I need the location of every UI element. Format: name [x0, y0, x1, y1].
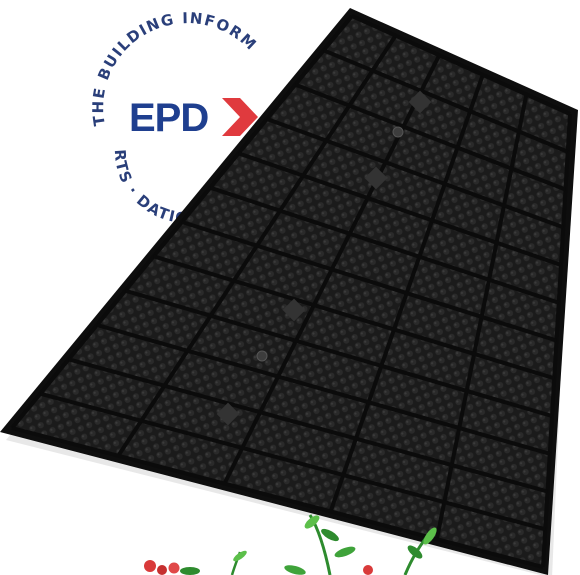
grid-line — [124, 288, 553, 418]
flower-icon — [363, 565, 373, 575]
leaf-icon — [233, 550, 247, 562]
vent-hole-icon — [256, 350, 268, 362]
grid-line — [11, 426, 544, 569]
grid-line — [294, 82, 567, 192]
epd-logo-text: EPD — [129, 96, 208, 140]
leaf-icon — [180, 567, 200, 575]
plant-foliage — [144, 514, 437, 575]
leaf-icon — [284, 565, 306, 575]
grid-line — [266, 117, 564, 230]
flower-icon — [168, 562, 180, 574]
leaf-icon — [321, 528, 339, 542]
leaf-icon — [407, 545, 423, 559]
mat-surface — [12, 16, 570, 567]
flower-icon — [157, 565, 167, 575]
leaf-icon — [423, 527, 437, 545]
grid-line — [68, 357, 549, 494]
grid-line — [39, 391, 546, 532]
fastener-mark-icon — [408, 90, 432, 114]
drainage-mat — [0, 8, 578, 575]
mat-grid — [10, 14, 572, 569]
grid-line — [181, 220, 558, 343]
chevron-icon — [222, 98, 258, 136]
leaf-icon — [334, 546, 356, 558]
leaf-icon — [304, 515, 320, 529]
grid-line — [96, 323, 551, 456]
grid-line — [209, 185, 560, 305]
grid-line — [153, 254, 555, 381]
grid-line — [351, 14, 571, 116]
grid-line — [238, 151, 562, 267]
vent-hole-icon — [392, 126, 404, 138]
fastener-mark-icon — [282, 298, 306, 322]
flower-icon — [144, 560, 156, 572]
grid-line — [322, 48, 569, 154]
